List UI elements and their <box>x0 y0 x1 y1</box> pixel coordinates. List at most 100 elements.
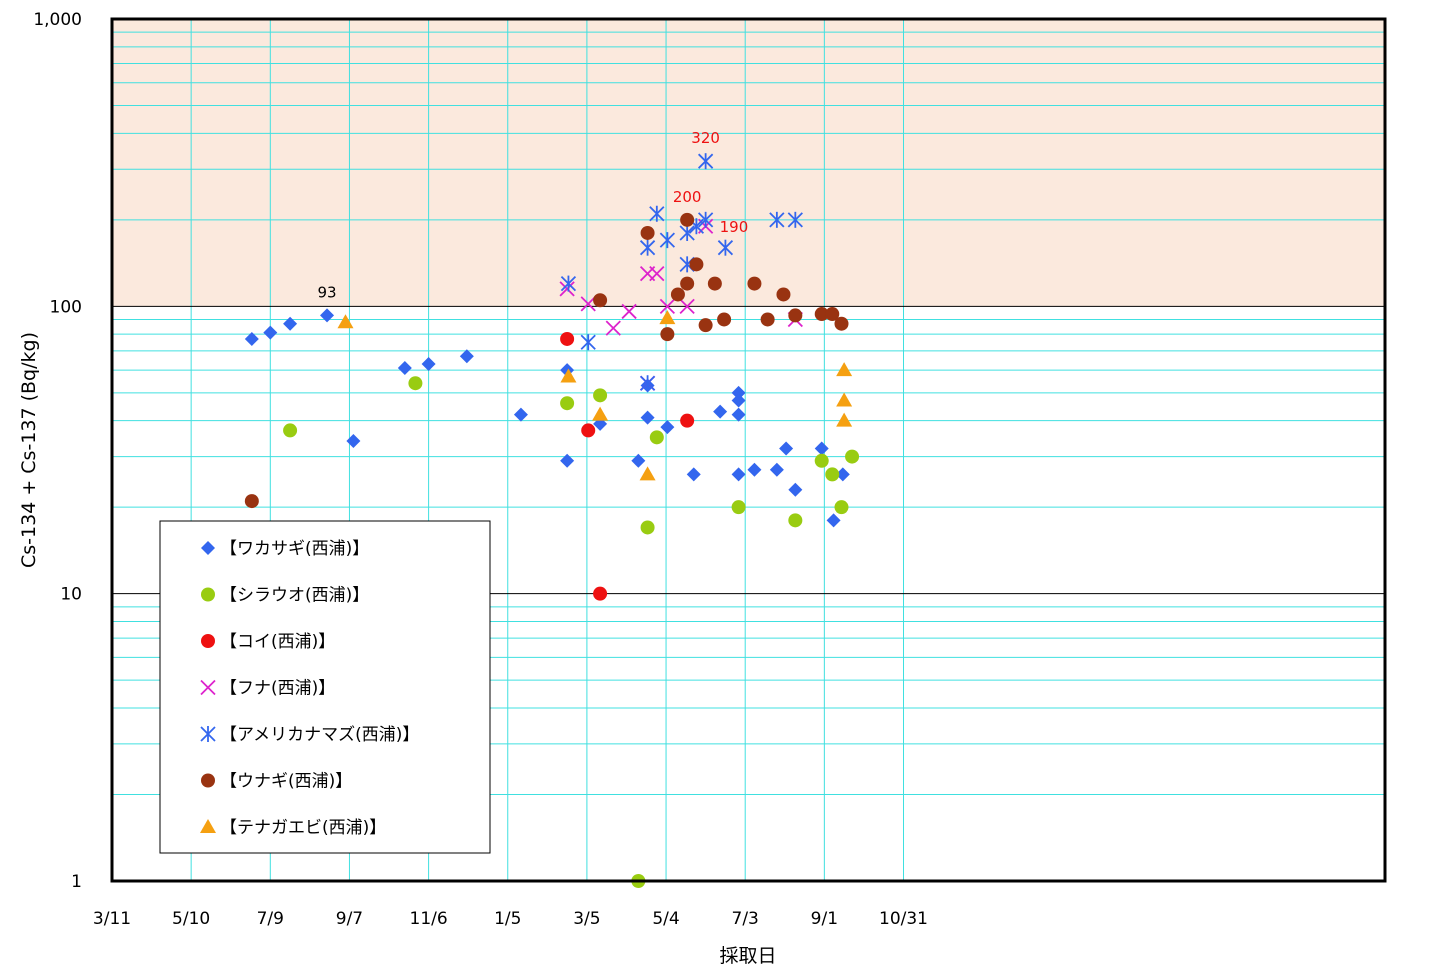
x-tick-label: 10/31 <box>879 909 928 929</box>
data-point-series-1 <box>320 308 335 323</box>
x-tick-label: 7/3 <box>732 909 759 929</box>
data-label: 320 <box>691 129 720 147</box>
legend-item: 【ウナギ(西浦)】 <box>201 772 352 792</box>
data-point-series-2 <box>825 467 840 482</box>
data-point-series-2 <box>649 430 664 445</box>
x-tick-label: 9/7 <box>336 909 363 929</box>
data-point-series-6 <box>698 318 713 333</box>
x-tick-label: 1/5 <box>494 909 521 929</box>
data-point-series-5 <box>659 232 676 249</box>
data-point-series-6 <box>244 494 259 509</box>
data-point-series-1 <box>513 407 528 422</box>
data-point-series-1 <box>459 349 474 364</box>
x-tick-label: 7/9 <box>257 909 284 929</box>
data-point-series-5 <box>769 211 785 228</box>
data-point-series-5 <box>787 211 803 228</box>
legend-item: 【フナ(西浦)】 <box>200 679 335 699</box>
data-point-series-4 <box>559 281 575 297</box>
legend-marker <box>201 587 215 602</box>
data-point-series-1 <box>713 404 728 419</box>
data-point-series-1 <box>731 385 746 400</box>
data-point-series-1 <box>731 393 746 408</box>
y-tick-label: 1,000 <box>33 10 82 30</box>
data-point-series-7 <box>337 314 354 329</box>
data-point-series-1 <box>346 433 361 448</box>
data-point-series-2 <box>845 449 860 464</box>
data-point-series-5 <box>560 275 577 292</box>
data-point-series-6 <box>747 276 762 291</box>
data-point-series-1 <box>788 482 803 497</box>
data-point-series-3 <box>680 413 695 428</box>
data-point-series-7 <box>659 310 676 325</box>
data-point-series-1 <box>244 331 259 346</box>
legend-marker <box>201 773 215 788</box>
data-point-series-6 <box>660 327 675 342</box>
data-point-series-3 <box>593 586 608 601</box>
annotations: 93 320 200 190 <box>317 129 748 301</box>
data-point-series-6 <box>788 308 803 323</box>
data-point-series-1 <box>560 453 575 468</box>
data-point-series-7 <box>836 362 853 377</box>
data-point-series-6 <box>640 225 655 240</box>
data-label: 200 <box>673 188 702 206</box>
legend: 【ワカサギ(西浦)】【シラウオ(西浦)】【コイ(西浦)】【フナ(西浦)】【アメリ… <box>159 520 491 854</box>
data-point-series-1 <box>814 441 829 456</box>
data-point-series-6 <box>717 312 732 327</box>
shaded-band <box>112 19 1385 307</box>
plot-frame <box>110 17 1387 883</box>
data-point-series-6 <box>593 293 608 308</box>
legend-item: 【コイ(西浦)】 <box>201 632 335 652</box>
legend-label: 【アメリカナマズ(西浦)】 <box>220 725 419 745</box>
data-points <box>244 153 860 888</box>
data-point-series-5 <box>679 224 695 241</box>
legend-marker <box>200 726 216 742</box>
x-tick-label: 3/5 <box>573 909 600 929</box>
data-point-series-1 <box>283 316 298 331</box>
data-point-series-2 <box>731 500 746 515</box>
data-point-series-1 <box>747 462 762 477</box>
data-point-series-6 <box>689 257 704 272</box>
legend-item: 【ワカサギ(西浦)】 <box>201 539 369 559</box>
legend-marker <box>200 679 216 696</box>
data-point-series-2 <box>283 423 298 438</box>
data-point-series-1 <box>640 410 655 425</box>
data-point-series-1 <box>731 467 746 482</box>
data-point-series-5 <box>639 239 656 256</box>
data-point-series-4 <box>649 265 665 282</box>
x-axis-title: 採取日 <box>719 945 776 967</box>
data-point-series-2 <box>593 388 608 403</box>
data-point-series-1 <box>263 325 278 340</box>
data-point-series-5 <box>717 239 734 256</box>
legend-item: 【テナガエビ(西浦)】 <box>200 818 386 838</box>
data-point-series-1 <box>397 361 412 376</box>
legend-label: 【テナガエビ(西浦)】 <box>220 818 386 838</box>
legend-label: 【シラウオ(西浦)】 <box>220 586 369 606</box>
data-point-series-1 <box>779 441 794 456</box>
data-point-series-6 <box>814 307 829 322</box>
y-axis-title: Cs-134 + Cs-137 (Bq/kg) <box>18 332 40 568</box>
data-point-series-6 <box>760 312 775 327</box>
tick-labels: 3/11 5/10 7/9 9/7 11/6 1/5 3/5 5/4 7/3 9/1 10/31 1 1… <box>33 10 928 929</box>
legend-box <box>159 520 491 854</box>
data-point-series-1 <box>660 420 675 435</box>
x-tick-label: 5/4 <box>652 909 679 929</box>
x-tick-label: 11/6 <box>410 909 448 929</box>
x-tick-label: 9/1 <box>811 909 838 929</box>
data-point-series-7 <box>592 406 609 421</box>
data-point-series-2 <box>788 513 803 528</box>
data-point-series-7 <box>639 466 656 481</box>
data-point-series-4 <box>679 298 695 314</box>
y-tick-label: 1 <box>71 872 82 892</box>
y-tick-label: 100 <box>50 297 82 317</box>
data-point-series-7 <box>836 412 853 427</box>
legend-label: 【コイ(西浦)】 <box>220 632 335 652</box>
data-point-series-6 <box>707 276 722 291</box>
plot-background <box>112 19 1385 307</box>
x-tick-label: 3/11 <box>93 909 131 929</box>
data-point-series-6 <box>834 316 849 331</box>
legend-item: 【シラウオ(西浦)】 <box>201 586 369 606</box>
data-point-series-5 <box>580 334 596 351</box>
data-label: 190 <box>720 218 749 236</box>
data-point-series-1 <box>731 407 746 422</box>
data-point-series-5 <box>639 375 656 392</box>
